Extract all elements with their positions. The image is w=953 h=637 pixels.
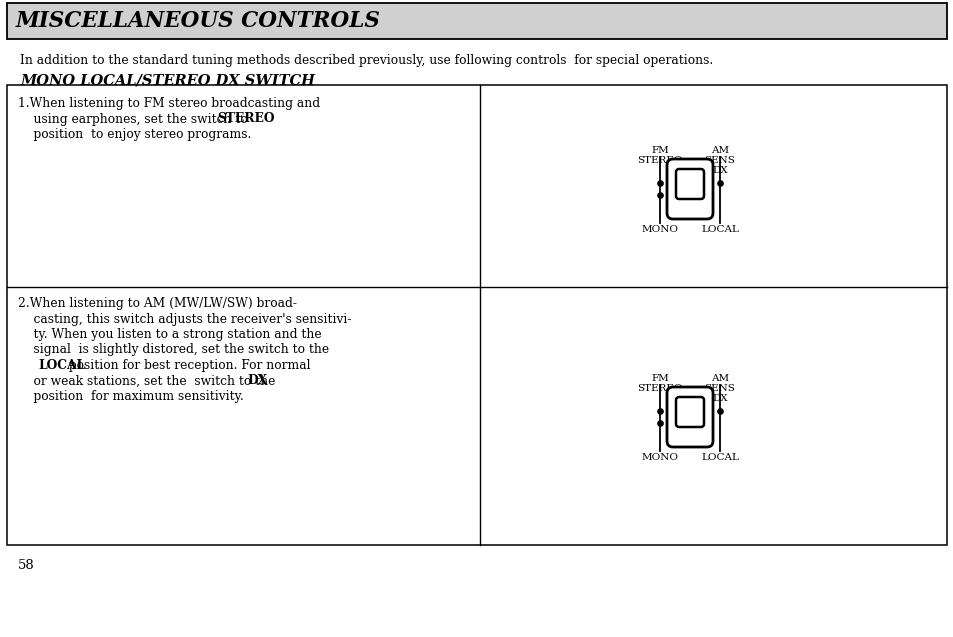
Text: STEREO: STEREO <box>216 113 274 125</box>
Text: DX: DX <box>712 394 727 403</box>
FancyBboxPatch shape <box>666 159 712 219</box>
Text: using earphones, set the switch to: using earphones, set the switch to <box>18 113 252 125</box>
FancyBboxPatch shape <box>666 387 712 447</box>
Text: SENS: SENS <box>704 156 735 165</box>
Text: AM: AM <box>710 146 728 155</box>
Text: DX: DX <box>712 166 727 175</box>
Text: MONO LOCAL/STEREO DX SWITCH: MONO LOCAL/STEREO DX SWITCH <box>20 73 314 87</box>
Text: LOCAL: LOCAL <box>700 225 739 234</box>
Text: position for best reception. For normal: position for best reception. For normal <box>65 359 311 372</box>
Text: LOCAL: LOCAL <box>38 359 86 372</box>
Text: position  to enjoy stereo programs.: position to enjoy stereo programs. <box>18 128 251 141</box>
Text: STEREO: STEREO <box>637 384 682 393</box>
Text: FM: FM <box>651 374 668 383</box>
Text: 2.When listening to AM (MW/LW/SW) broad-: 2.When listening to AM (MW/LW/SW) broad- <box>18 297 296 310</box>
Text: AM: AM <box>710 374 728 383</box>
Text: In addition to the standard tuning methods described previously, use following c: In addition to the standard tuning metho… <box>20 54 713 67</box>
Bar <box>7 85 946 545</box>
Text: signal  is slightly distored, set the switch to the: signal is slightly distored, set the swi… <box>18 343 329 357</box>
Text: or weak stations, set the  switch to the: or weak stations, set the switch to the <box>18 375 279 387</box>
Text: 58: 58 <box>18 559 34 572</box>
Text: ty. When you listen to a strong station and the: ty. When you listen to a strong station … <box>18 328 321 341</box>
Text: MONO: MONO <box>640 453 678 462</box>
Text: casting, this switch adjusts the receiver's sensitivi-: casting, this switch adjusts the receive… <box>18 313 351 326</box>
Text: STEREO: STEREO <box>637 156 682 165</box>
Text: LOCAL: LOCAL <box>700 453 739 462</box>
Text: position  for maximum sensitivity.: position for maximum sensitivity. <box>18 390 244 403</box>
Text: MONO: MONO <box>640 225 678 234</box>
FancyBboxPatch shape <box>676 169 703 199</box>
Text: FM: FM <box>651 146 668 155</box>
Bar <box>7 3 946 39</box>
Text: 1.When listening to FM stereo broadcasting and: 1.When listening to FM stereo broadcasti… <box>18 97 320 110</box>
FancyBboxPatch shape <box>676 397 703 427</box>
Text: SENS: SENS <box>704 384 735 393</box>
Text: MISCELLANEOUS CONTROLS: MISCELLANEOUS CONTROLS <box>16 10 380 32</box>
Text: DX: DX <box>247 375 268 387</box>
